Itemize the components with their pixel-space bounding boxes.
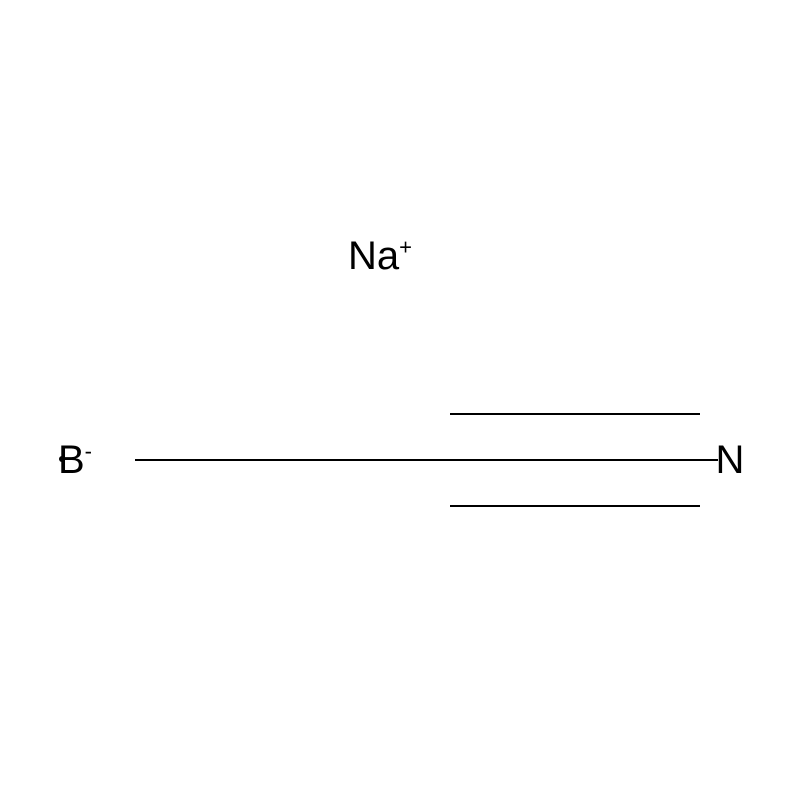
atom-boron: B- bbox=[58, 440, 92, 480]
atom-sodium: Na+ bbox=[348, 236, 412, 276]
atom-boron-symbol: B bbox=[58, 438, 85, 482]
atom-nitrogen-symbol: N bbox=[716, 438, 745, 482]
atom-sodium-charge: + bbox=[399, 235, 412, 260]
bond-layer bbox=[0, 0, 800, 800]
molecule-canvas: Na+ B- N bbox=[0, 0, 800, 800]
atom-boron-charge: - bbox=[85, 439, 92, 464]
atom-nitrogen: N bbox=[716, 440, 745, 480]
atom-sodium-symbol: Na bbox=[348, 234, 399, 278]
